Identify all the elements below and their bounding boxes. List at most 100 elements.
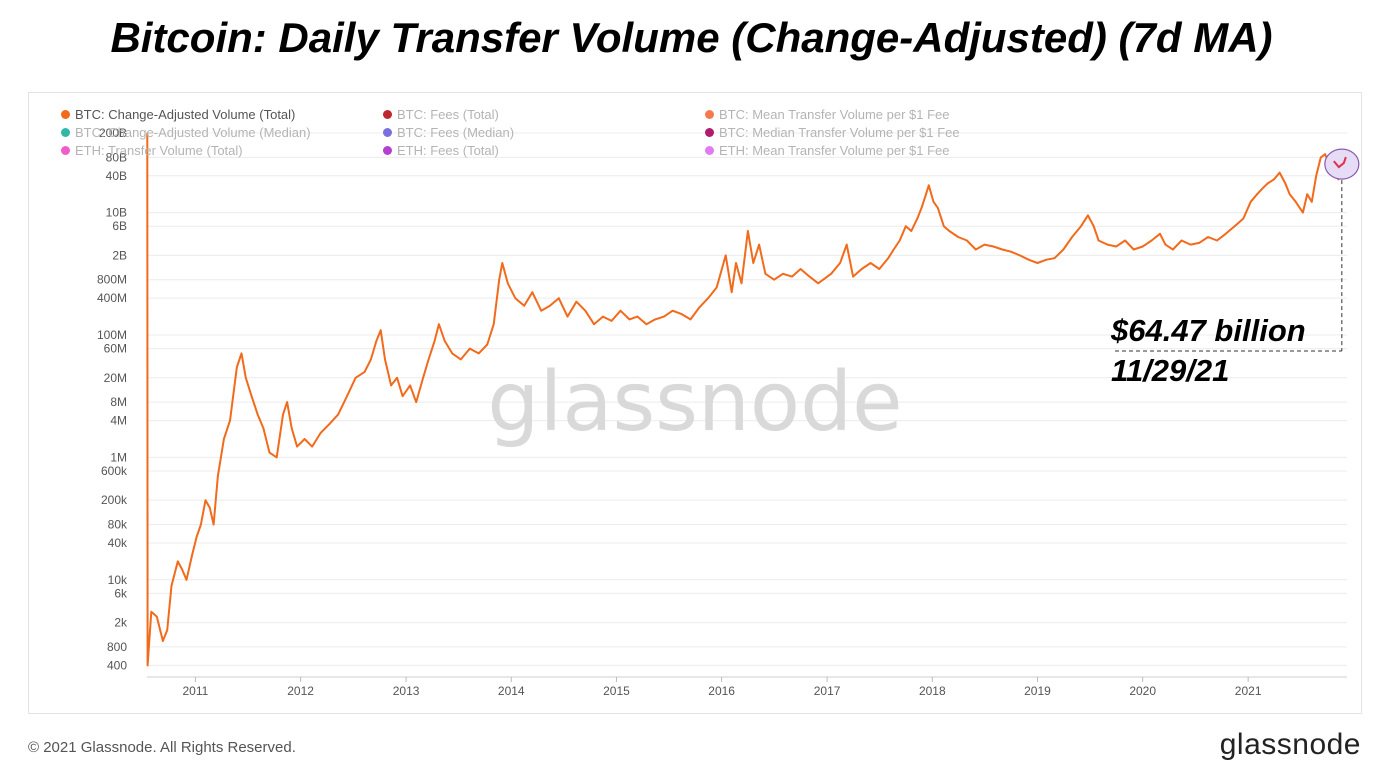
- data-point: [663, 315, 665, 318]
- x-axis: 2011 2012 2013 2014 2015 2016 2017 2018 2019 2020…: [147, 676, 1347, 698]
- data-point: [937, 207, 939, 209]
- data-point: [1216, 239, 1218, 242]
- data-point: [1284, 182, 1287, 185]
- y-tick-label: 60M: [104, 342, 127, 356]
- data-point: [245, 377, 247, 379]
- data-point: [1315, 175, 1317, 177]
- legend-dot: [383, 146, 392, 155]
- legend-item-eth-fees-total[interactable]: ETH: Fees (Total): [383, 143, 499, 158]
- data-point: [575, 300, 578, 303]
- data-point: [905, 225, 907, 227]
- data-point: [860, 268, 863, 270]
- highlight-layer: [1115, 148, 1360, 352]
- data-point: [290, 427, 293, 430]
- data-point: [928, 184, 930, 187]
- data-point: [948, 230, 951, 232]
- y-tick-label: 200B: [99, 126, 127, 140]
- data-point: [363, 371, 366, 373]
- data-point: [1071, 236, 1073, 238]
- data-point: [916, 217, 919, 220]
- data-point: [689, 318, 692, 321]
- data-point: [925, 193, 927, 195]
- legend-item-eth-volume-total[interactable]: ETH: Transfer Volume (Total): [61, 143, 243, 158]
- data-point: [370, 358, 372, 361]
- x-tick-label: 2015: [603, 684, 630, 698]
- data-point: [268, 451, 271, 454]
- legend-dot: [383, 128, 392, 137]
- data-point: [200, 523, 202, 526]
- legend-label: ETH: Transfer Volume (Total): [75, 143, 243, 158]
- y-tick-label: 600k: [101, 464, 128, 478]
- data-point: [1266, 182, 1269, 185]
- y-tick-label: 2k: [114, 616, 128, 630]
- data-point: [747, 230, 749, 232]
- data-point: [898, 239, 901, 242]
- data-point: [636, 315, 639, 318]
- legend-item-btc-fees-total[interactable]: BTC: Fees (Total): [383, 107, 499, 122]
- legend-dot: [61, 146, 70, 155]
- x-tick-label: 2013: [393, 684, 420, 698]
- legend-label: BTC: Change-Adjusted Volume (Total): [75, 107, 296, 122]
- x-tick-label: 2012: [287, 684, 314, 698]
- data-point: [852, 275, 854, 278]
- data-point: [715, 286, 718, 289]
- legend-dot: [61, 128, 70, 137]
- data-point: [507, 282, 509, 285]
- y-tick-label: 800: [107, 640, 127, 654]
- legend-dot: [705, 128, 714, 137]
- legend-item-eth-mean-transfer-per-fee[interactable]: ETH: Mean Transfer Volume per $1 Fee: [705, 143, 950, 158]
- data-point: [943, 225, 945, 227]
- data-point: [1097, 239, 1100, 242]
- gridlines: [147, 132, 1347, 666]
- chart-plot: 4008002k6k10k40k80k200k600k1M4M8M20M60M1…: [97, 126, 1360, 698]
- data-point: [156, 615, 158, 618]
- legend-label: BTC: Median Transfer Volume per $1 Fee: [719, 125, 960, 140]
- data-point: [181, 568, 183, 570]
- data-point: [286, 401, 288, 403]
- y-tick-label: 6k: [114, 586, 128, 600]
- y-tick-label: 400M: [97, 291, 127, 305]
- data-point: [409, 384, 411, 387]
- data-point: [177, 560, 179, 563]
- data-point: [150, 611, 153, 613]
- data-point: [1062, 248, 1065, 251]
- data-point: [275, 456, 278, 459]
- y-tick-label: 20M: [104, 371, 127, 385]
- data-point: [1132, 248, 1135, 251]
- data-point: [1115, 245, 1117, 248]
- data-point: [204, 499, 207, 502]
- data-point: [1242, 217, 1245, 220]
- data-point: [773, 278, 775, 281]
- legend-item-btc-median-transfer-per-fee[interactable]: BTC: Median Transfer Volume per $1 Fee: [705, 125, 960, 140]
- data-point: [1087, 214, 1089, 217]
- data-point: [839, 262, 841, 264]
- data-point: [319, 432, 322, 434]
- legend-item-btc-mean-transfer-per-fee[interactable]: BTC: Mean Transfer Volume per $1 Fee: [705, 107, 950, 122]
- legend-item-btc-fees-median[interactable]: BTC: Fees (Median): [383, 125, 514, 140]
- legend-item-btc-volume-total[interactable]: BTC: Change-Adjusted Volume (Total): [61, 107, 295, 122]
- series-line-btc-volume: [146, 132, 1345, 667]
- data-point: [566, 315, 569, 318]
- x-tick-label: 2018: [919, 684, 946, 698]
- data-point: [1207, 236, 1209, 238]
- data-point: [680, 313, 683, 315]
- data-point: [166, 629, 168, 631]
- data-point: [212, 523, 215, 526]
- data-point: [191, 554, 193, 557]
- y-tick-label: 10B: [106, 206, 127, 220]
- data-point: [1092, 225, 1095, 227]
- data-point: [799, 268, 802, 270]
- data-point: [229, 419, 231, 422]
- copyright-text: © 2021 Glassnode. All Rights Reserved.: [28, 739, 296, 756]
- legend-item-btc-volume-median[interactable]: BTC: Change-Adjusted Volume (Median): [61, 125, 311, 140]
- y-tick-label: 6B: [112, 219, 127, 233]
- data-point: [920, 207, 923, 209]
- data-point: [791, 275, 793, 278]
- data-point: [671, 309, 674, 312]
- data-point: [1141, 245, 1144, 248]
- y-tick-label: 400: [107, 658, 127, 672]
- data-point: [1180, 239, 1183, 242]
- data-point: [401, 395, 404, 398]
- data-point: [337, 413, 339, 416]
- data-point: [1159, 233, 1161, 235]
